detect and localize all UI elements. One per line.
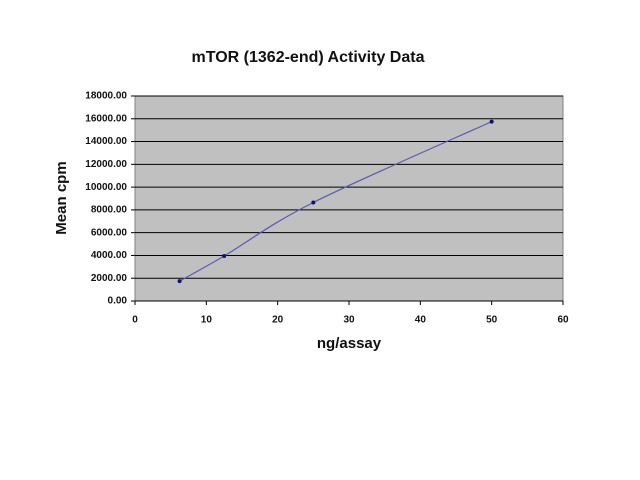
x-tick-label: 40	[415, 315, 427, 326]
chart-title: mTOR (1362-end) Activity Data	[192, 49, 425, 66]
y-tick-label: 12000.00	[85, 159, 127, 170]
x-axis-label: ng/assay	[317, 335, 382, 352]
data-point	[222, 254, 227, 259]
x-tick-label: 50	[486, 315, 498, 326]
x-tick-label: 10	[201, 315, 213, 326]
y-tick-label: 4000.00	[91, 250, 128, 261]
y-tick-label: 8000.00	[91, 205, 128, 216]
data-point	[177, 279, 182, 284]
data-point	[489, 119, 494, 124]
y-tick-label: 18000.00	[85, 91, 127, 102]
x-tick-label: 60	[557, 315, 569, 326]
data-point	[311, 200, 316, 205]
x-tick-label: 20	[272, 315, 284, 326]
y-tick-label: 6000.00	[91, 227, 128, 238]
y-tick-label: 0.00	[108, 296, 128, 307]
data-line	[179, 121, 492, 282]
y-axis-label: Mean cpm	[53, 161, 70, 234]
y-tick-label: 10000.00	[85, 182, 127, 193]
x-tick-label: 0	[132, 315, 138, 326]
y-tick-label: 2000.00	[91, 273, 128, 284]
y-tick-label: 16000.00	[85, 113, 127, 124]
x-tick-label: 30	[343, 315, 355, 326]
y-tick-label: 14000.00	[85, 136, 127, 147]
